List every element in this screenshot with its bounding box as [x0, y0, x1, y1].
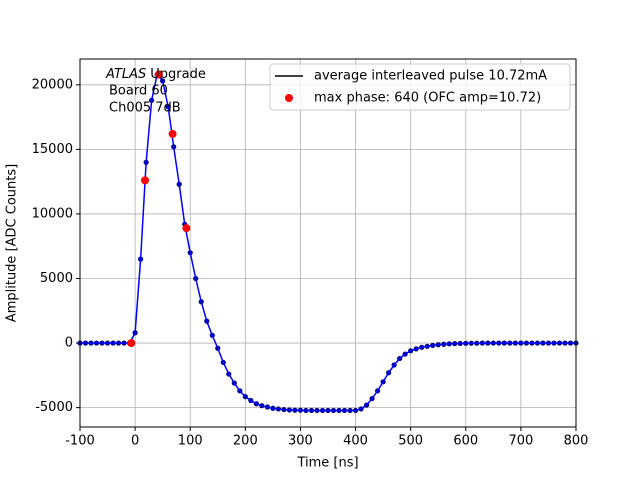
y-tick-label: 15000 [32, 142, 73, 157]
x-tick-label: 200 [233, 434, 258, 449]
max-phase-point [154, 70, 163, 79]
pulse-line [80, 72, 576, 412]
y-tick-label: 0 [65, 336, 73, 351]
x-tick-label: 800 [564, 434, 589, 449]
annotation-line: Ch005 7dB [109, 101, 181, 116]
x-tick-label: 500 [398, 434, 423, 449]
legend-label: average interleaved pulse 10.72mA [314, 69, 547, 84]
annotation-italic: ATLAS [105, 67, 146, 82]
x-tick-label: 300 [288, 434, 313, 449]
x-tick-label: 700 [508, 434, 533, 449]
x-tick-label: 100 [178, 434, 203, 449]
legend-box [269, 63, 571, 111]
y-tick-label: 20000 [32, 77, 73, 92]
y-axis-label: Amplitude [ADC Counts] [5, 164, 20, 322]
max-phase-point [168, 129, 177, 138]
x-tick-label: 600 [453, 434, 478, 449]
x-tick-label: 400 [343, 434, 368, 449]
max-phase-point [182, 224, 191, 233]
max-phase-point [127, 339, 136, 348]
annotation-text: Upgrade [150, 67, 206, 82]
max-phase-point [141, 176, 150, 185]
annotation: ATLAS Upgrade [105, 67, 206, 82]
x-tick-label: -100 [65, 434, 95, 449]
x-tick-label: 0 [131, 434, 139, 449]
legend-label: max phase: 640 (OFC amp=10.72) [314, 91, 541, 106]
y-tick-label: 10000 [32, 206, 73, 221]
y-tick-label: 5000 [40, 271, 73, 286]
y-tick-label: -5000 [35, 400, 73, 415]
legend-marker [285, 94, 293, 102]
x-axis-label: Time [ns] [296, 456, 358, 471]
plot-frame [79, 58, 577, 428]
annotation-line: Board 60 [109, 84, 168, 99]
